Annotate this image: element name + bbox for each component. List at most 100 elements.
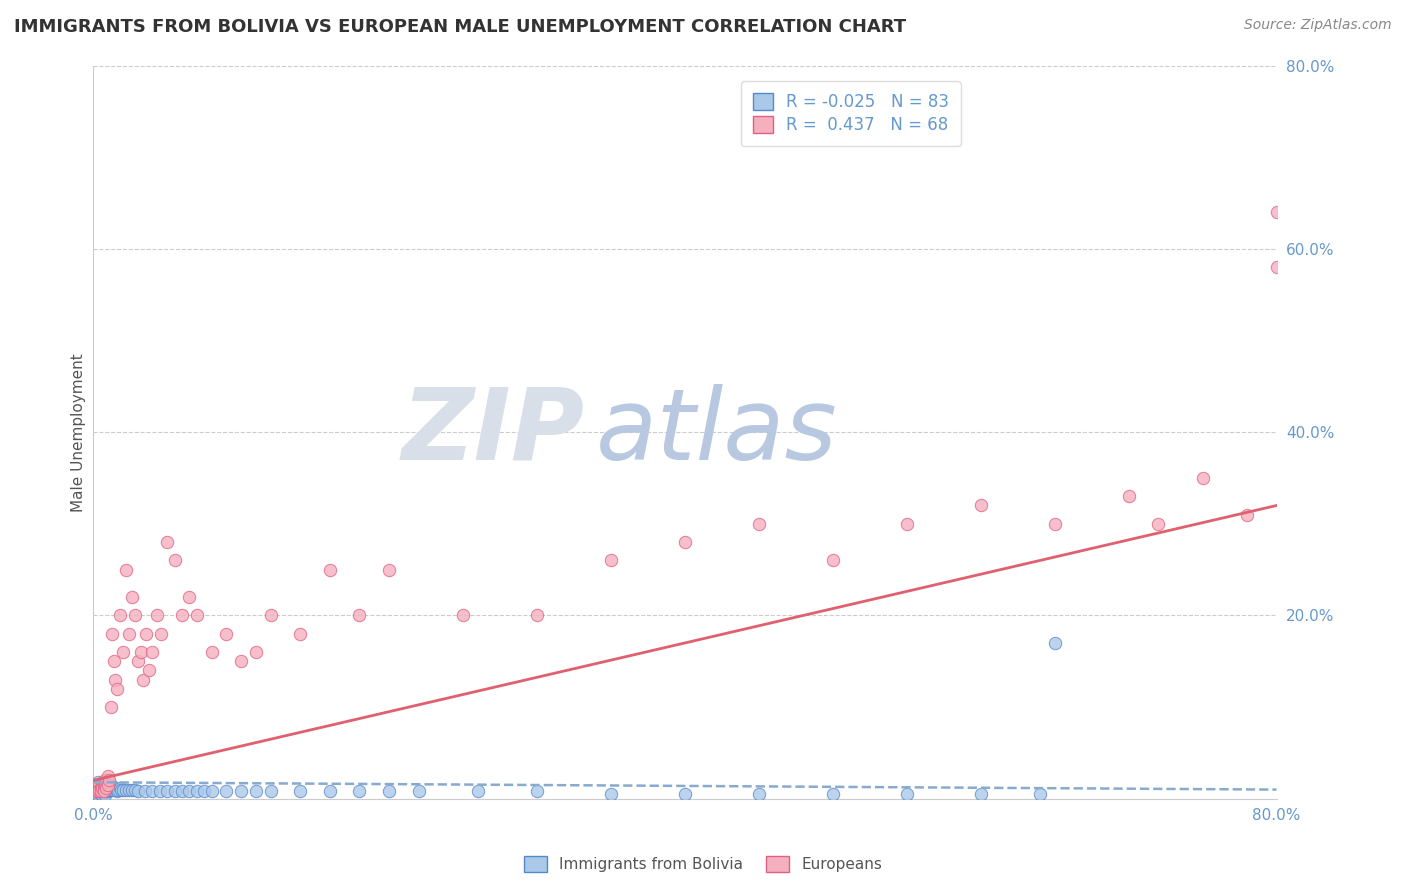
Point [896, 787, 918, 801]
Point [84, 787, 107, 801]
Point [101, 627, 124, 641]
Point [599, 787, 621, 801]
Point [179, 784, 201, 798]
Point [100, 782, 122, 797]
Point [1236, 508, 1258, 522]
Point [163, 553, 186, 567]
Point [86, 775, 108, 789]
Point [91, 784, 114, 798]
Point [229, 654, 252, 668]
Point [146, 608, 169, 623]
Point [127, 654, 149, 668]
Point [319, 784, 342, 798]
Point [90, 784, 112, 798]
Point [1029, 787, 1052, 801]
Point [94, 773, 117, 788]
Point [118, 782, 141, 797]
Point [156, 535, 179, 549]
Point [83, 782, 105, 797]
Point [114, 782, 136, 797]
Text: ZIP: ZIP [401, 384, 585, 481]
Point [896, 516, 918, 531]
Point [90, 782, 112, 797]
Point [970, 787, 993, 801]
Point [114, 563, 136, 577]
Point [94, 778, 117, 792]
Point [93, 782, 115, 797]
Point [215, 627, 238, 641]
Point [94, 788, 117, 802]
Point [163, 784, 186, 798]
Point [118, 627, 141, 641]
Point [101, 782, 124, 797]
Point [90, 787, 112, 801]
Point [100, 700, 122, 714]
Point [90, 780, 112, 795]
Point [970, 499, 993, 513]
Point [97, 782, 120, 797]
Point [1191, 471, 1213, 485]
Point [111, 782, 134, 797]
Point [349, 608, 371, 623]
Point [150, 627, 173, 641]
Point [83, 784, 105, 798]
Point [134, 784, 156, 798]
Point [129, 645, 152, 659]
Point [127, 784, 149, 798]
Point [673, 535, 696, 549]
Point [260, 784, 283, 798]
Point [87, 784, 110, 798]
Point [108, 780, 131, 795]
Point [821, 553, 844, 567]
Point [96, 784, 118, 798]
Point [110, 782, 132, 797]
Point [93, 784, 115, 798]
Point [100, 778, 122, 792]
Point [97, 780, 120, 795]
Point [93, 778, 115, 792]
Point [215, 784, 238, 798]
Point [1265, 260, 1288, 275]
Legend: Immigrants from Bolivia, Europeans: Immigrants from Bolivia, Europeans [516, 848, 890, 880]
Point [84, 778, 107, 792]
Point [599, 553, 621, 567]
Point [98, 778, 121, 792]
Point [103, 782, 125, 797]
Point [1265, 205, 1288, 219]
Point [90, 778, 112, 792]
Point [97, 784, 120, 798]
Point [96, 778, 118, 792]
Point [124, 608, 146, 623]
Point [229, 784, 252, 798]
Point [103, 654, 125, 668]
Point [93, 780, 115, 795]
Point [93, 778, 115, 792]
Point [84, 782, 107, 797]
Point [93, 784, 115, 798]
Point [94, 782, 117, 797]
Point [121, 590, 143, 604]
Point [526, 608, 548, 623]
Point [90, 784, 112, 798]
Point [408, 784, 430, 798]
Point [94, 778, 117, 792]
Point [87, 778, 110, 792]
Point [149, 784, 172, 798]
Point [98, 782, 121, 797]
Point [260, 608, 283, 623]
Point [1043, 636, 1066, 650]
Point [86, 780, 108, 795]
Point [748, 787, 770, 801]
Point [86, 784, 108, 798]
Point [96, 780, 118, 795]
Point [108, 608, 131, 623]
Point [378, 563, 401, 577]
Point [378, 784, 401, 798]
Point [111, 645, 134, 659]
Point [83, 780, 105, 795]
Point [87, 786, 110, 800]
Point [179, 590, 201, 604]
Point [451, 608, 474, 623]
Point [104, 780, 127, 795]
Point [94, 784, 117, 798]
